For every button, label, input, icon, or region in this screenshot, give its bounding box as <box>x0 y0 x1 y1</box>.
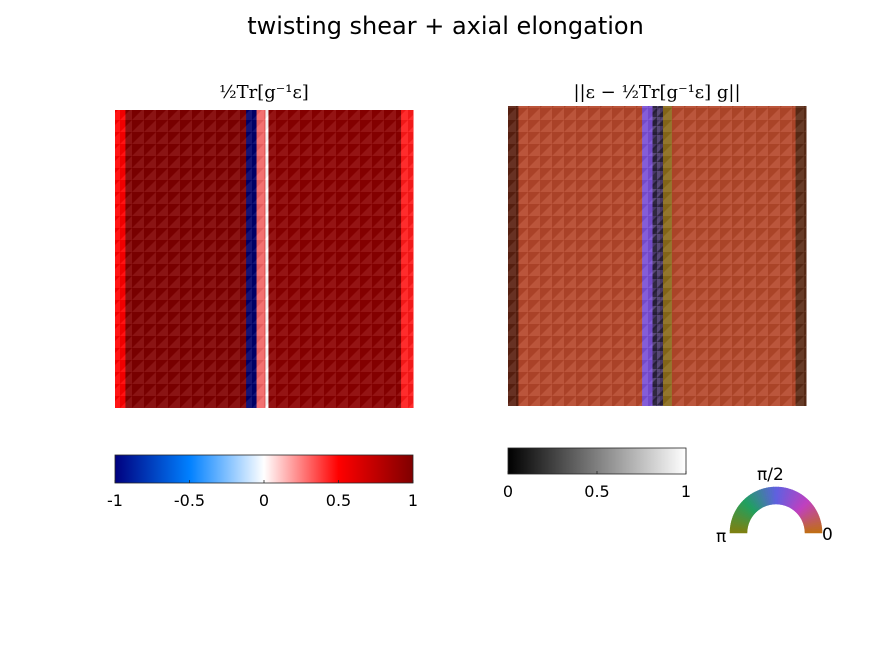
colorbar-tick-label: 0 <box>502 482 514 501</box>
heatmap-trace <box>115 110 414 408</box>
colorbar-norm <box>507 447 687 475</box>
colorbar-gradient <box>507 447 687 475</box>
direction-wheel <box>729 486 823 534</box>
colorbar-tick-label: 0.5 <box>584 482 610 501</box>
colorbar-tick-label: 1 <box>680 482 692 501</box>
panel-title-norm: ||ε − ½Tr[g⁻¹ε] g|| <box>573 82 741 103</box>
colorbar-tick-label: 0 <box>258 491 270 510</box>
wheel-segment <box>729 530 748 534</box>
colorbar-trace <box>114 454 414 484</box>
colorbar-tick-label: 1 <box>407 491 419 510</box>
colorbar-tick-label: -0.5 <box>173 491 206 510</box>
wheel-label-right: 0 <box>822 525 833 545</box>
figure-title: twisting shear + axial elongation <box>247 12 644 40</box>
wheel-label-left: π <box>716 527 727 547</box>
mesh-texture <box>115 110 413 408</box>
colorbar-gradient <box>114 454 414 484</box>
wheel-label-top: π/2 <box>757 465 784 485</box>
colorbar-tick-label: 0.5 <box>325 491 352 510</box>
panel-title-trace: ½Tr[g⁻¹ε] <box>219 82 309 103</box>
heatmap-norm <box>508 106 807 406</box>
mesh-texture-strong <box>652 106 663 406</box>
colorbar-tick-label: -1 <box>107 491 123 510</box>
